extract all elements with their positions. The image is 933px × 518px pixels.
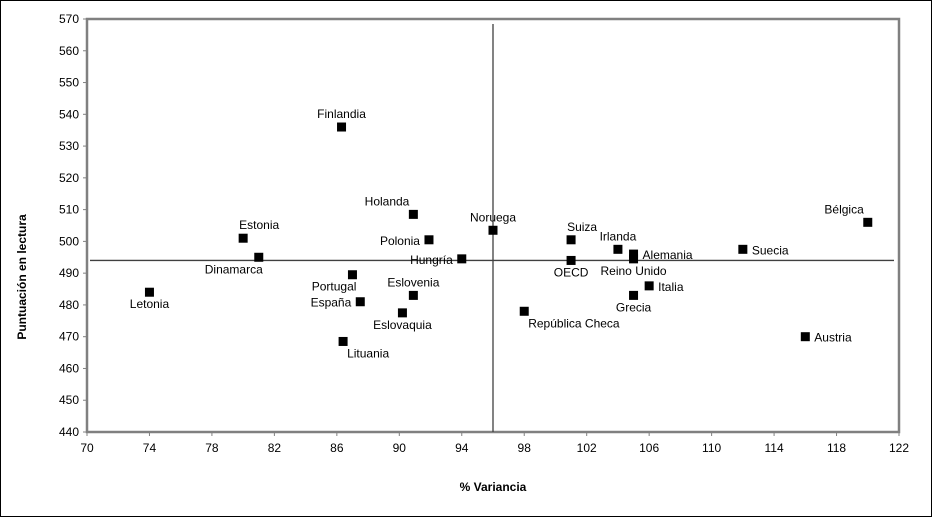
y-tick-label: 440 xyxy=(59,425,79,439)
data-point xyxy=(254,252,264,262)
point-label: Holanda xyxy=(365,194,410,208)
data-point xyxy=(144,287,154,297)
point-label: Grecia xyxy=(616,300,652,314)
point-label: Lituania xyxy=(347,346,389,360)
point-label: Eslovenia xyxy=(387,275,439,289)
x-tick-label: 70 xyxy=(80,441,94,455)
data-point xyxy=(738,244,748,254)
x-tick-label: 82 xyxy=(268,441,282,455)
data-point xyxy=(408,290,418,300)
x-tick-label: 114 xyxy=(765,441,784,455)
point-label: Polonia xyxy=(380,234,420,248)
point-label: Alemania xyxy=(643,248,693,262)
data-point xyxy=(863,217,873,227)
point-label: Suiza xyxy=(567,220,597,234)
y-tick-label: 480 xyxy=(59,298,79,312)
point-label: Austria xyxy=(814,331,852,345)
data-point xyxy=(613,244,623,254)
x-axis-title: % Variancia xyxy=(460,480,527,494)
y-tick-label: 520 xyxy=(59,171,79,185)
data-point xyxy=(408,209,418,219)
y-tick-label: 500 xyxy=(59,234,79,248)
data-point xyxy=(800,332,810,342)
y-tick-label: 530 xyxy=(59,139,79,153)
data-point xyxy=(519,306,529,316)
data-point xyxy=(566,255,576,265)
point-label: Letonia xyxy=(130,297,170,311)
data-point xyxy=(488,225,498,235)
point-label: Estonia xyxy=(239,218,279,232)
y-tick-label: 450 xyxy=(59,393,79,407)
x-tick-label: 78 xyxy=(205,441,219,455)
point-label: Bélgica xyxy=(824,202,864,216)
data-point xyxy=(424,235,434,245)
data-point xyxy=(457,254,467,264)
y-tick-label: 510 xyxy=(59,203,79,217)
point-label: Portugal xyxy=(312,280,357,294)
point-label: Finlandia xyxy=(317,107,366,121)
y-axis: 440 450 460 470 480 490 500 510 520 530 540 550 560 5… xyxy=(59,12,87,439)
data-point xyxy=(629,249,639,259)
data-point xyxy=(644,281,654,291)
point-label: España xyxy=(311,296,352,310)
x-tick-label: 106 xyxy=(639,441,659,455)
point-label: Noruega xyxy=(470,210,516,224)
data-point xyxy=(355,297,365,307)
data-point xyxy=(397,308,407,318)
x-tick-label: 90 xyxy=(393,441,407,455)
data-point xyxy=(337,122,347,132)
y-tick-label: 470 xyxy=(59,330,79,344)
x-tick-label: 110 xyxy=(702,441,721,455)
y-tick-label: 490 xyxy=(59,266,79,280)
y-tick-label: 560 xyxy=(59,44,79,58)
x-tick-label: 74 xyxy=(143,441,157,455)
data-points: Finlandia Holanda Estonia Dinamarca Polonia H… xyxy=(130,107,873,360)
point-label: Irlanda xyxy=(600,229,637,243)
x-tick-label: 102 xyxy=(577,441,597,455)
x-axis: 70 74 78 82 86 90 94 98 102 106 110 114 118 122 xyxy=(80,432,909,455)
data-point xyxy=(566,235,576,245)
x-tick-label: 98 xyxy=(518,441,532,455)
point-label: Italia xyxy=(658,280,684,294)
point-label: Reino Unido xyxy=(601,264,667,278)
x-tick-label: 122 xyxy=(889,441,909,455)
data-point xyxy=(629,290,639,300)
y-axis-title: Puntuación en lectura xyxy=(15,214,29,340)
point-label: Eslovaquia xyxy=(373,318,432,332)
y-tick-label: 460 xyxy=(59,361,79,375)
point-label: Suecia xyxy=(752,243,789,257)
point-label: Dinamarca xyxy=(205,262,263,276)
data-point xyxy=(629,254,639,264)
y-tick-label: 550 xyxy=(59,76,79,90)
x-tick-label: 118 xyxy=(827,441,846,455)
data-point xyxy=(338,336,348,346)
point-label: OECD xyxy=(554,265,589,279)
point-label: Hungría xyxy=(410,253,453,267)
x-tick-label: 86 xyxy=(330,441,344,455)
point-label: República Checa xyxy=(528,316,620,330)
y-tick-label: 540 xyxy=(59,107,79,121)
x-tick-label: 94 xyxy=(455,441,469,455)
data-point xyxy=(347,270,357,280)
y-tick-label: 570 xyxy=(59,12,79,26)
data-point xyxy=(238,233,248,243)
